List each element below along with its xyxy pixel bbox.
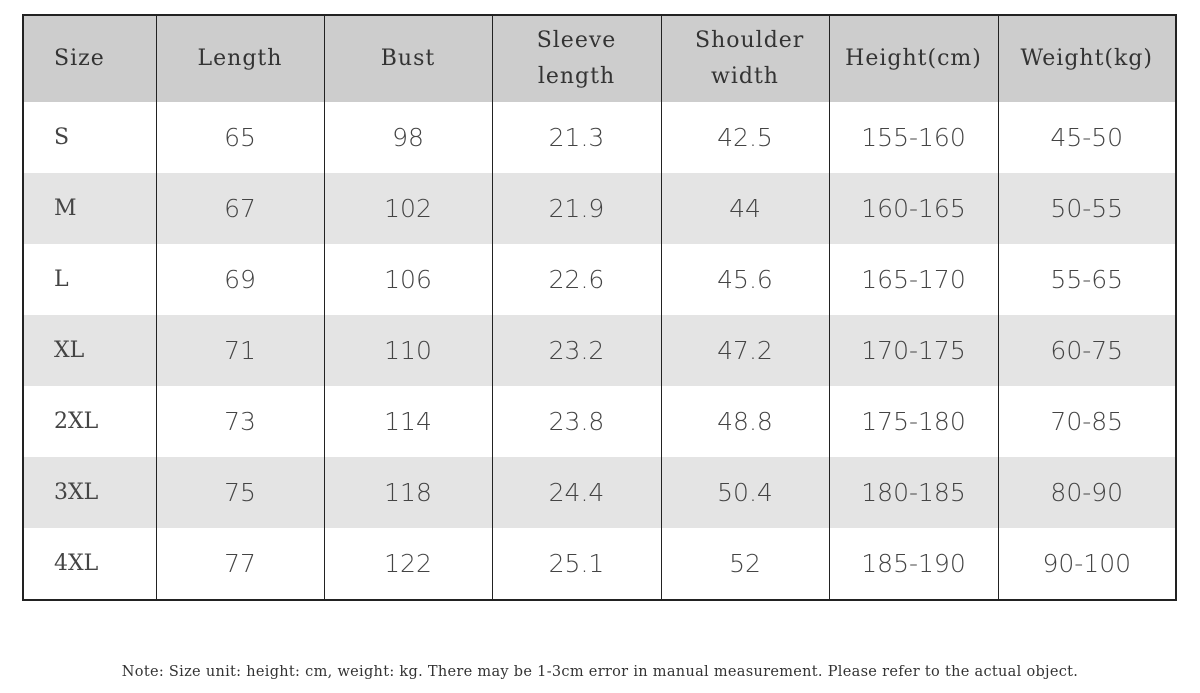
note: Note: Size unit: height: cm, weight: kg.…	[121, 664, 1079, 680]
header-cell: Bust	[323, 15, 493, 102]
value-cell: 90-100	[997, 528, 1177, 600]
value-cell: 114	[323, 386, 493, 457]
header-cell: Size	[22, 15, 157, 102]
header-text: Height(cm)	[845, 46, 982, 71]
table-row: 2XL 73 114 23.8 48.8 175-180 70-85	[22, 386, 1177, 457]
header-text: Shoulder width	[695, 28, 805, 89]
size-cell: 4XL	[22, 528, 157, 600]
value-cell: 106	[323, 244, 493, 315]
size-cell: M	[22, 173, 157, 244]
size-cell: 2XL	[22, 386, 157, 457]
table-row: 4XL 77 122 25.1 52 185-190 90-100	[22, 528, 1177, 600]
table-row: S 65 98 21.3 42.5 155-160 45-50	[22, 102, 1177, 173]
table-row: 3XL 75 118 24.4 50.4 180-185 80-90	[22, 457, 1177, 528]
header-text: Size	[54, 46, 105, 71]
header-cell: Height(cm)	[828, 15, 999, 102]
value-cell: 71	[155, 315, 325, 386]
value-cell: 23.8	[491, 386, 662, 457]
header-cell: Length	[155, 15, 325, 102]
header-text: Weight(kg)	[1020, 46, 1154, 71]
value-cell: 102	[323, 173, 493, 244]
header-cell: Sleeve length	[491, 15, 662, 102]
value-cell: 69	[155, 244, 325, 315]
table-body: S 65 98 21.3 42.5 155-160 45-50 M 67 102 21.9 44 160…	[22, 102, 1177, 600]
header-text: Length	[197, 46, 283, 71]
value-cell: 55-65	[997, 244, 1177, 315]
value-cell: 110	[323, 315, 493, 386]
value-cell: 52	[660, 528, 830, 600]
value-cell: 48.8	[660, 386, 830, 457]
value-cell: 170-175	[828, 315, 999, 386]
table-row: XL 71 110 23.2 47.2 170-175 60-75	[22, 315, 1177, 386]
value-cell: 47.2	[660, 315, 830, 386]
value-cell: 175-180	[828, 386, 999, 457]
size-cell: 3XL	[22, 457, 157, 528]
value-cell: 155-160	[828, 102, 999, 173]
value-cell: 25.1	[491, 528, 662, 600]
value-cell: 50.4	[660, 457, 830, 528]
value-cell: 45-50	[997, 102, 1177, 173]
header-row: Size Length Bust Sleeve length Shoulder widt…	[22, 15, 1177, 102]
header-text: Bust	[380, 46, 436, 71]
value-cell: 50-55	[997, 173, 1177, 244]
value-cell: 73	[155, 386, 325, 457]
size-table: Size Length Bust Sleeve length Shoulder widt…	[22, 14, 1177, 601]
value-cell: 45.6	[660, 244, 830, 315]
value-cell: 67	[155, 173, 325, 244]
value-cell: 21.9	[491, 173, 662, 244]
value-cell: 22.6	[491, 244, 662, 315]
value-cell: 160-165	[828, 173, 999, 244]
value-cell: 70-85	[997, 386, 1177, 457]
value-cell: 80-90	[997, 457, 1177, 528]
size-cell: XL	[22, 315, 157, 386]
value-cell: 23.2	[491, 315, 662, 386]
value-cell: 118	[323, 457, 493, 528]
header-cell: Shoulder width	[660, 15, 830, 102]
value-cell: 180-185	[828, 457, 999, 528]
value-cell: 44	[660, 173, 830, 244]
value-cell: 21.3	[491, 102, 662, 173]
value-cell: 75	[155, 457, 325, 528]
value-cell: 65	[155, 102, 325, 173]
value-cell: 122	[323, 528, 493, 600]
size-cell: L	[22, 244, 157, 315]
size-cell: S	[22, 102, 157, 173]
value-cell: 185-190	[828, 528, 999, 600]
value-cell: 165-170	[828, 244, 999, 315]
header-cell: Weight(kg)	[997, 15, 1177, 102]
table-row: M 67 102 21.9 44 160-165 50-55	[22, 173, 1177, 244]
value-cell: 42.5	[660, 102, 830, 173]
value-cell: 60-75	[997, 315, 1177, 386]
header-text: Sleeve length	[536, 28, 617, 89]
table-row: L 69 106 22.6 45.6 165-170 55-65	[22, 244, 1177, 315]
value-cell: 24.4	[491, 457, 662, 528]
value-cell: 77	[155, 528, 325, 600]
value-cell: 98	[323, 102, 493, 173]
